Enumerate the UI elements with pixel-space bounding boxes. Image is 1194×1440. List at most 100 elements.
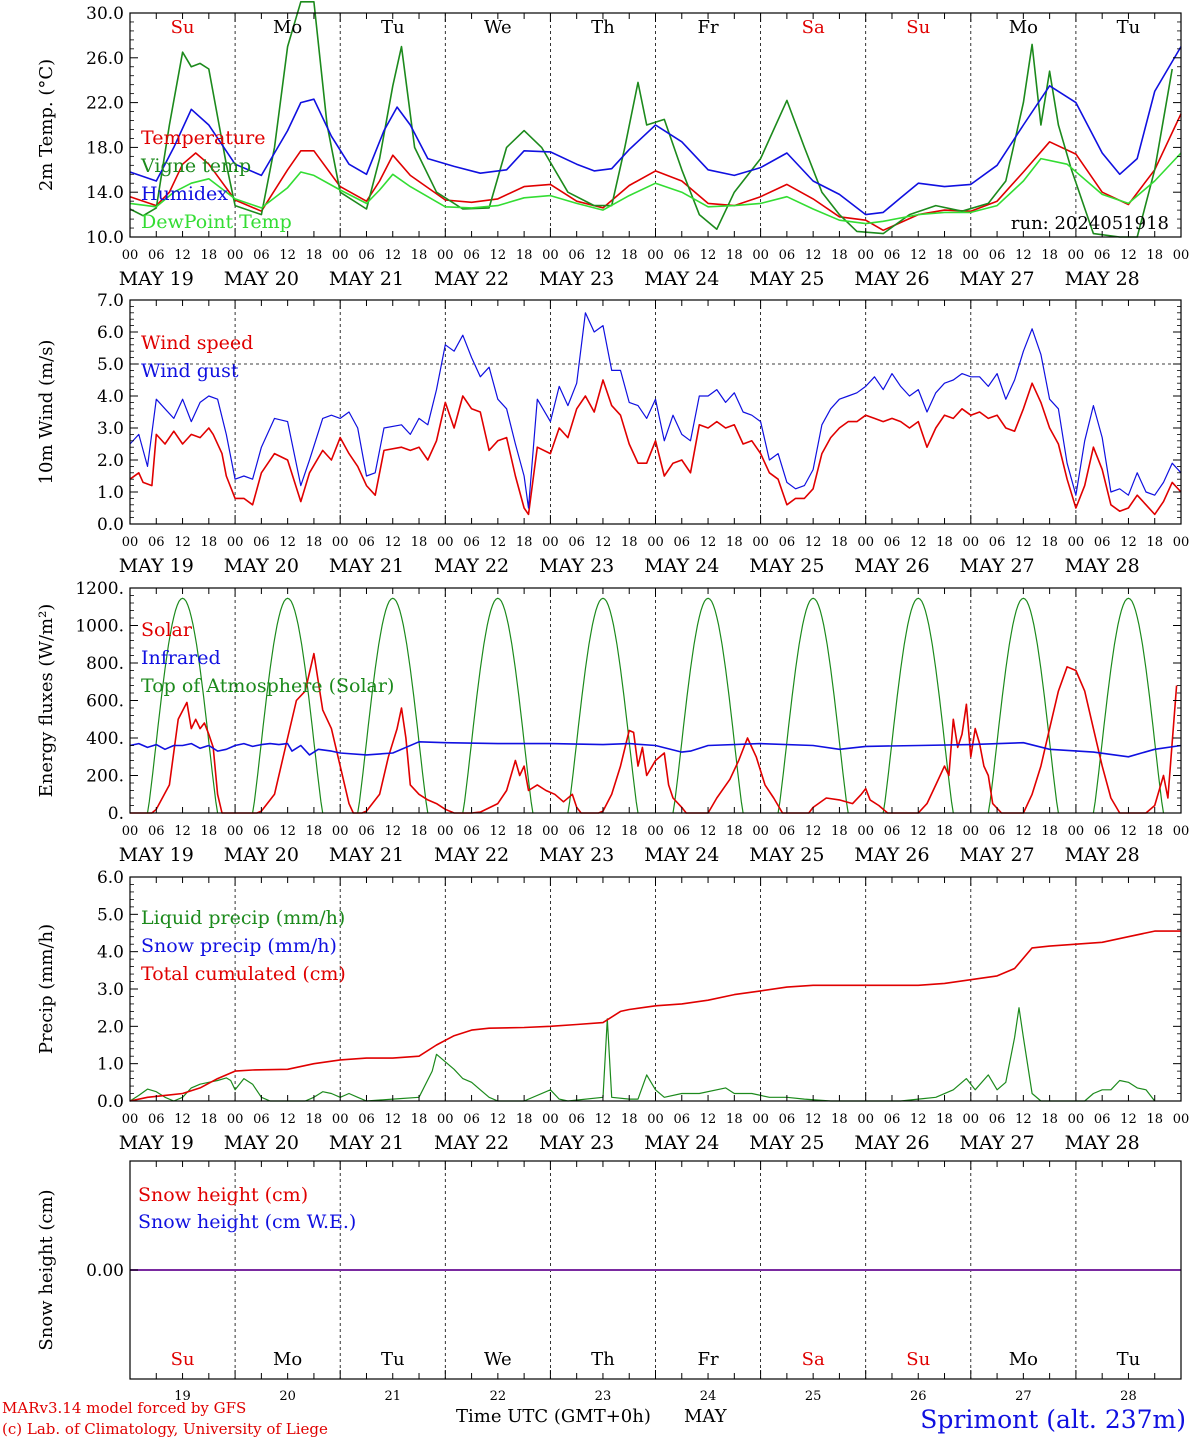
- frame-layer: [129, 12, 1182, 1380]
- hour-label: 12: [1015, 824, 1032, 839]
- hour-label: 06: [779, 535, 796, 550]
- hour-label: 00: [332, 535, 349, 550]
- hour-label: 00: [122, 1112, 139, 1127]
- hour-label: 18: [516, 1112, 533, 1127]
- hour-label: 06: [253, 1112, 270, 1127]
- legend-entry: Liquid precip (mm/h): [141, 907, 345, 929]
- hour-label: 00: [647, 535, 664, 550]
- hour-label: 18: [936, 248, 953, 263]
- legend-entry: Humidex: [141, 183, 228, 205]
- hour-label: 18: [621, 824, 638, 839]
- y-tick-label: 400.: [86, 729, 124, 749]
- hour-label: 06: [1094, 824, 1111, 839]
- y-tick-label: 200.: [86, 767, 124, 787]
- hour-label: 06: [148, 535, 165, 550]
- hour-label: 00: [437, 535, 454, 550]
- hour-label: 12: [910, 1112, 927, 1127]
- hour-label: 12: [910, 248, 927, 263]
- hour-label: 18: [306, 248, 323, 263]
- hour-label: 12: [700, 248, 717, 263]
- hour-label: 06: [884, 248, 901, 263]
- series-layer: [129, 1, 1182, 1271]
- y-axis-label: Snow height (cm): [36, 1189, 57, 1350]
- hour-label: 00: [1068, 1112, 1085, 1127]
- hour-label: 06: [253, 248, 270, 263]
- hour-label: 00: [752, 535, 769, 550]
- legend-entry: Top of Atmosphere (Solar): [141, 675, 394, 697]
- series-liquid-precip-mm-h-: [129, 1007, 1156, 1102]
- legend-entry: Temperature: [141, 127, 265, 149]
- hour-label: 18: [831, 535, 848, 550]
- hour-label: 18: [411, 248, 428, 263]
- hour-label: 18: [726, 535, 743, 550]
- weekday-label: Fr: [698, 17, 719, 38]
- date-label: MAY 20: [224, 268, 299, 290]
- panel-temperature: [129, 12, 1182, 238]
- date-label: MAY 25: [749, 268, 824, 290]
- y-axis-label: Energy fluxes (W/m²): [36, 604, 57, 798]
- hour-label: 12: [1120, 535, 1137, 550]
- hour-label: 12: [805, 824, 822, 839]
- hour-label: 06: [779, 248, 796, 263]
- hour-label: 00: [857, 1112, 874, 1127]
- y-tick-label: 6.0: [97, 323, 124, 343]
- hour-label: 06: [1094, 1112, 1111, 1127]
- hour-label: 06: [568, 1112, 585, 1127]
- date-label: MAY 25: [749, 555, 824, 577]
- hour-label: 00: [752, 824, 769, 839]
- hour-label: 06: [148, 1112, 165, 1127]
- y-axis-label: 10m Wind (m/s): [36, 340, 57, 485]
- day-number-label: 25: [805, 1389, 822, 1404]
- hour-label: 06: [674, 1112, 691, 1127]
- day-number-label: 28: [1120, 1389, 1137, 1404]
- hour-label: 12: [1120, 1112, 1137, 1127]
- hour-label: 06: [989, 1112, 1006, 1127]
- series-temperature: [129, 113, 1182, 232]
- panel-energy: [129, 587, 1182, 814]
- hour-label: 18: [516, 824, 533, 839]
- weekday-label: Tu: [381, 17, 405, 38]
- hour-label: 18: [516, 535, 533, 550]
- hour-label: 18: [411, 824, 428, 839]
- y-axis-label: 2m Temp. (°C): [36, 59, 57, 191]
- hour-label: 06: [568, 535, 585, 550]
- y-tick-label: 30.0: [86, 4, 124, 24]
- hour-label: 00: [1068, 248, 1085, 263]
- hour-label: 06: [253, 535, 270, 550]
- legend-entry: Infrared: [141, 647, 221, 669]
- hour-label: 12: [490, 1112, 507, 1127]
- hour-label: 18: [201, 535, 218, 550]
- credit-line-1: MARv3.14 model forced by GFS: [2, 1399, 246, 1417]
- weekday-label: Mo: [273, 17, 302, 38]
- hour-label: 18: [411, 1112, 428, 1127]
- panel-precip: [129, 876, 1182, 1102]
- date-label: MAY 28: [1065, 1132, 1140, 1154]
- date-label: MAY 22: [434, 1132, 509, 1154]
- hour-label: 12: [384, 1112, 401, 1127]
- hour-label: 12: [490, 248, 507, 263]
- hour-label: 00: [542, 1112, 559, 1127]
- weekday-label: Fr: [698, 1349, 719, 1370]
- hour-label: 12: [384, 535, 401, 550]
- weekday-label: Tu: [1117, 17, 1141, 38]
- hour-label: 06: [884, 535, 901, 550]
- day-number-label: 21: [384, 1389, 401, 1404]
- hour-label: 12: [805, 1112, 822, 1127]
- y-axis-label: Precip (mm/h): [36, 924, 57, 1054]
- legend-entry: Snow precip (mm/h): [141, 935, 337, 957]
- hour-label: 18: [831, 248, 848, 263]
- y-tick-label: 0.00: [86, 1261, 124, 1281]
- date-label: MAY 20: [224, 844, 299, 866]
- date-label: MAY 22: [434, 844, 509, 866]
- y-tick-label: 3.0: [97, 419, 124, 439]
- hour-label: 12: [174, 535, 191, 550]
- hour-label: 12: [595, 535, 612, 550]
- hour-label: 06: [358, 824, 375, 839]
- hour-label: 18: [936, 824, 953, 839]
- hour-label: 18: [726, 824, 743, 839]
- legend-entry: Vigne temp: [140, 155, 251, 177]
- legend-entry: Total cumulated (cm): [141, 963, 346, 985]
- hour-label: 00: [1173, 535, 1190, 550]
- hour-label: 12: [174, 824, 191, 839]
- date-label: MAY 21: [329, 555, 404, 577]
